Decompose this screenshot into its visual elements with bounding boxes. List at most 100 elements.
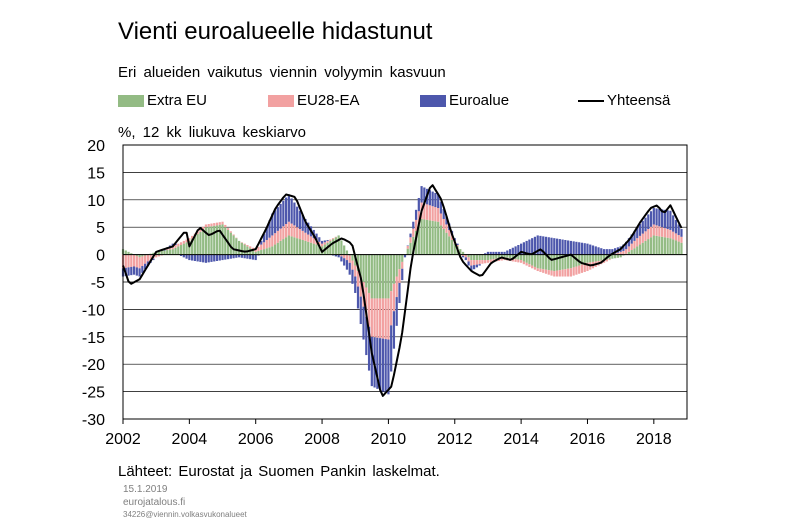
- bar-euroalue: [334, 254, 337, 257]
- bar-eu28-ea: [473, 260, 476, 266]
- bar-euroalue: [633, 230, 636, 241]
- bar-euroalue: [420, 186, 423, 203]
- bar-eu28-ea: [224, 224, 227, 228]
- bar-extra-eu: [636, 246, 639, 255]
- bar-euroalue: [414, 209, 418, 220]
- bar-eu28-ea: [531, 265, 534, 269]
- bar-extra-eu: [273, 244, 277, 255]
- bar-extra-eu: [661, 236, 664, 255]
- bar-euroalue: [202, 254, 205, 263]
- bar-euroalue: [467, 261, 470, 266]
- legend-label-extra-eu: Extra EU: [147, 92, 208, 109]
- bar-extra-eu: [586, 254, 589, 263]
- bar-eu28-ea: [522, 261, 525, 265]
- bar-eu28-ea: [450, 235, 454, 240]
- bar-euroalue: [470, 265, 473, 272]
- bar-euroalue: [182, 254, 185, 258]
- bar-eu28-ea: [395, 276, 398, 298]
- bar-extra-eu: [376, 254, 379, 299]
- bar-eu28-ea: [680, 236, 683, 243]
- bar-eu28-ea: [608, 259, 611, 261]
- x-tick-label: 2014: [503, 431, 539, 448]
- bar-eu28-ea: [448, 229, 451, 237]
- bar-euroalue: [586, 243, 589, 255]
- legend-swatch-yhteensa: [578, 99, 604, 102]
- bar-eu28-ea: [179, 242, 183, 246]
- y-tick-label: 15: [87, 165, 105, 182]
- bar-euroalue: [315, 233, 318, 240]
- bar-eu28-ea: [663, 228, 666, 238]
- bar-extra-eu: [630, 250, 633, 255]
- bar-eu28-ea: [185, 239, 188, 243]
- bar-eu28-ea: [445, 224, 448, 233]
- bar-eu28-ea: [544, 269, 548, 274]
- bar-eu28-ea: [412, 228, 415, 237]
- bar-extra-eu: [135, 254, 138, 256]
- bar-euroalue: [323, 240, 326, 243]
- bar-euroalue: [511, 247, 514, 255]
- bar-extra-eu: [627, 251, 631, 255]
- bar-extra-eu: [276, 242, 279, 255]
- bar-eu28-ea: [196, 231, 199, 235]
- bar-euroalue: [555, 238, 559, 255]
- bar-eu28-ea: [226, 228, 230, 230]
- bar-euroalue: [221, 254, 224, 261]
- bar-extra-eu: [575, 254, 578, 267]
- bar-eu28-ea: [478, 260, 481, 265]
- bar-eu28-ea: [323, 242, 326, 245]
- bar-extra-eu: [337, 235, 340, 255]
- bar-eu28-ea: [417, 211, 420, 225]
- bar-extra-eu: [287, 235, 290, 255]
- bar-extra-eu: [390, 254, 393, 292]
- bar-euroalue: [251, 254, 255, 260]
- bar-eu28-ea: [555, 270, 559, 277]
- bar-euroalue: [561, 239, 564, 255]
- chart-subtitle: Eri alueiden vaikutus viennin volyymin k…: [118, 64, 446, 81]
- bar-extra-eu: [318, 245, 321, 255]
- bar-eu28-ea: [550, 270, 553, 276]
- y-tick-label: -5: [91, 275, 105, 292]
- bar-extra-eu: [265, 248, 268, 255]
- bar-euroalue: [254, 254, 257, 261]
- bar-eu28-ea: [406, 245, 409, 249]
- bar-extra-eu: [329, 240, 332, 255]
- bar-extra-eu: [406, 248, 409, 255]
- bar-extra-eu: [459, 249, 462, 255]
- bar-extra-eu: [401, 254, 404, 262]
- bar-extra-eu: [130, 253, 133, 255]
- bar-euroalue: [475, 264, 478, 268]
- bar-extra-eu: [561, 254, 564, 270]
- bar-eu28-ea: [500, 257, 503, 261]
- bar-euroalue: [528, 239, 531, 255]
- bar-euroalue: [235, 254, 238, 258]
- bar-euroalue: [439, 201, 443, 214]
- bar-euroalue: [539, 235, 542, 255]
- bar-euroalue: [343, 258, 346, 266]
- bar-euroalue: [210, 254, 213, 262]
- bars: [121, 186, 683, 395]
- bar-eu28-ea: [586, 262, 589, 272]
- bar-eu28-ea: [246, 245, 249, 247]
- bar-eu28-ea: [439, 213, 443, 226]
- bar-eu28-ea: [340, 254, 343, 257]
- bar-euroalue: [473, 265, 476, 270]
- bar-euroalue: [395, 297, 398, 326]
- bar-euroalue: [320, 240, 324, 244]
- bar-euroalue: [580, 242, 584, 255]
- bar-euroalue: [301, 214, 304, 231]
- bar-extra-eu: [528, 254, 531, 265]
- bar-eu28-ea: [210, 223, 213, 227]
- bar-extra-eu: [138, 254, 141, 258]
- bar-extra-eu: [243, 244, 246, 255]
- bar-extra-eu: [555, 254, 559, 271]
- bar-eu28-ea: [627, 246, 631, 252]
- bar-extra-eu: [177, 246, 180, 255]
- bar-euroalue: [644, 217, 647, 232]
- bar-extra-eu: [506, 254, 509, 258]
- bar-extra-eu: [279, 240, 282, 255]
- bar-extra-eu: [508, 254, 512, 259]
- bar-euroalue: [542, 236, 545, 255]
- bar-eu28-ea: [215, 222, 219, 226]
- x-tick-label: 2016: [570, 431, 606, 448]
